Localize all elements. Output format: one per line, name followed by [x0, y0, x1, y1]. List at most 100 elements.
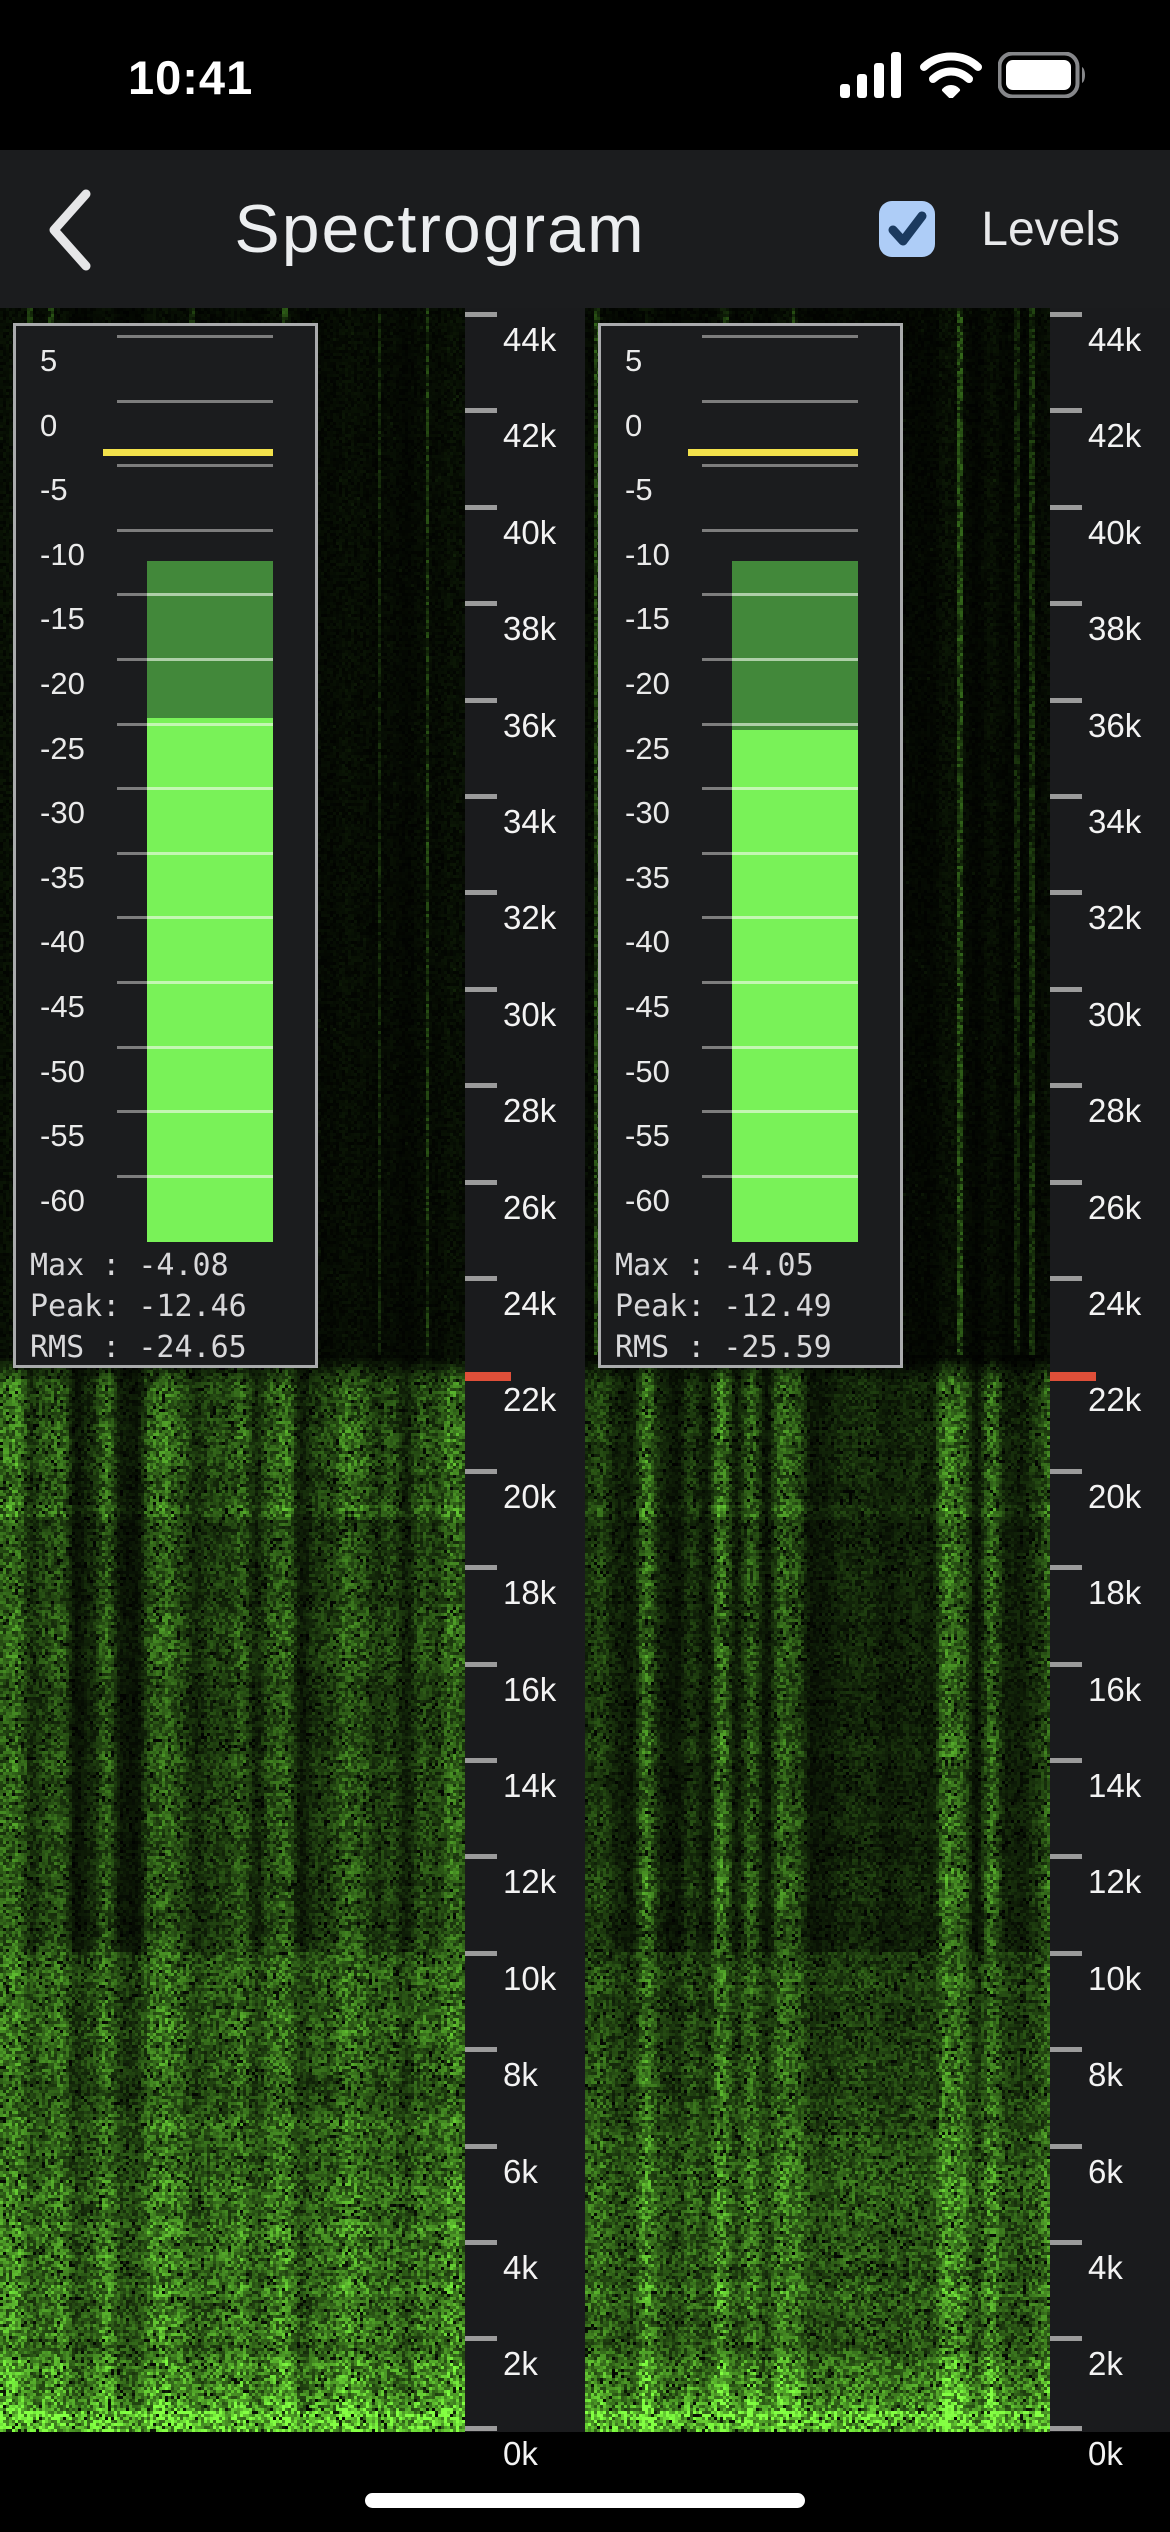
freq-label: 0k — [1088, 2435, 1123, 2472]
freq-tick — [465, 1565, 497, 1571]
freq-tick — [465, 1854, 497, 1860]
freq-label: 32k — [1088, 899, 1142, 937]
freq-label: 22k — [503, 1381, 557, 1419]
db-scale-label: -35 — [625, 859, 670, 895]
freq-tick — [465, 601, 497, 607]
meter-bar-rms-zone — [732, 730, 858, 1242]
freq-label: 38k — [1088, 610, 1142, 648]
meter-stat-max: Max : -4.08 — [30, 1248, 229, 1283]
freq-label: 32k — [503, 899, 557, 937]
db-scale-label: -60 — [625, 1182, 670, 1218]
freq-label: 2k — [503, 2345, 538, 2383]
db-grid-line — [702, 399, 858, 403]
freq-label: 24k — [1088, 1285, 1142, 1322]
freq-label: 42k — [503, 417, 557, 455]
levels-checkbox[interactable] — [879, 201, 936, 257]
freq-label: 20k — [503, 1477, 557, 1515]
freq-tick — [1050, 1950, 1082, 1956]
max-level-line — [688, 448, 858, 456]
levels-toggle[interactable]: Levels — [879, 150, 1120, 308]
meter-stat-max: Max : -4.05 — [615, 1248, 814, 1283]
freq-label: 16k — [503, 1670, 557, 1708]
db-scale-label: -50 — [40, 1053, 85, 1089]
freq-tick — [465, 504, 497, 510]
freq-label: 10k — [503, 1959, 557, 1997]
db-grid-line — [117, 335, 273, 338]
freq-label: 6k — [1088, 2152, 1123, 2190]
cellular-signal-icon — [840, 52, 901, 98]
db-scale-label: -55 — [40, 1118, 85, 1154]
freq-tick — [1050, 697, 1082, 703]
freq-label: 28k — [1088, 1092, 1142, 1130]
freq-label: 26k — [1088, 1188, 1142, 1226]
level-meter-left: 5 0 -5 -10 -15 -20 -25 -30 -35 -40 -45 -50 -55 -60 Ma… — [13, 323, 318, 1368]
freq-label: 14k — [1088, 1767, 1142, 1804]
db-scale-label: -45 — [40, 989, 85, 1024]
freq-label: 18k — [1088, 1574, 1142, 1612]
db-grid-line-overlay — [732, 787, 858, 791]
freq-label: 22k — [1088, 1381, 1142, 1419]
db-scale-label: -35 — [40, 859, 85, 895]
freq-label: 8k — [1088, 2056, 1123, 2094]
status-bar: 10:41 — [0, 0, 1170, 150]
freq-tick — [465, 794, 497, 799]
db-grid-line-overlay — [732, 916, 858, 920]
db-scale-label: -10 — [625, 536, 670, 572]
db-scale-label: 5 — [625, 343, 643, 378]
meter-stat-peak: Peak: -12.49 — [615, 1289, 832, 1324]
levels-toggle-label: Levels — [981, 202, 1120, 256]
db-scale-label: -50 — [625, 1053, 670, 1089]
freq-tick — [1050, 1758, 1082, 1763]
freq-tick — [465, 2336, 497, 2342]
meter-bar-peak-zone — [147, 560, 273, 719]
freq-tick — [1050, 1468, 1082, 1474]
back-button[interactable] — [46, 188, 94, 272]
page-title: Spectrogram — [234, 191, 646, 267]
freq-tick — [1050, 1276, 1082, 1281]
freq-tick — [1050, 1661, 1082, 1667]
status-icons — [840, 52, 1088, 98]
db-grid-line-overlay — [147, 722, 273, 726]
db-scale-label: -40 — [40, 924, 85, 960]
db-scale-label: -10 — [40, 536, 85, 572]
freq-tick — [465, 312, 497, 317]
freq-label: 24k — [503, 1285, 557, 1322]
db-grid-line-overlay — [147, 787, 273, 791]
db-grid-line — [117, 464, 273, 468]
freq-tick — [1050, 2047, 1082, 2053]
db-scale-label: -25 — [40, 730, 85, 766]
freq-tick — [465, 1276, 497, 1281]
freq-label: 44k — [1088, 321, 1142, 358]
meter-stat-peak: Peak: -12.46 — [30, 1289, 247, 1324]
db-grid-line — [702, 464, 858, 468]
freq-tick — [1050, 601, 1082, 607]
freq-tick — [1050, 1083, 1082, 1089]
freq-label: 30k — [1088, 995, 1142, 1033]
db-scale-label: -20 — [625, 666, 670, 701]
freq-tick — [465, 2240, 497, 2245]
freq-label: 38k — [503, 610, 557, 648]
wifi-icon — [920, 52, 982, 98]
db-grid-line-overlay — [147, 916, 273, 920]
freq-tick — [1050, 2143, 1082, 2149]
freq-tick — [465, 1468, 497, 1474]
home-indicator[interactable] — [365, 2493, 805, 2508]
freq-tick — [465, 2143, 497, 2149]
db-grid-line-overlay — [147, 658, 273, 661]
freq-label: 36k — [1088, 706, 1142, 744]
freq-tick — [465, 986, 497, 992]
freq-tick — [465, 408, 497, 414]
meter-bar-rms-zone — [147, 718, 273, 1242]
freq-label: 26k — [503, 1188, 557, 1226]
db-grid-line-overlay — [732, 722, 858, 726]
checkmark-icon — [888, 211, 927, 246]
freq-label: 42k — [1088, 417, 1142, 455]
db-grid-line-overlay — [147, 593, 273, 597]
freq-tick — [465, 890, 497, 896]
freq-tick — [465, 2426, 497, 2431]
freq-tick — [465, 1661, 497, 1667]
freq-label: 0k — [503, 2435, 538, 2472]
db-grid-line-overlay — [147, 1174, 273, 1178]
db-grid-line-overlay — [147, 981, 273, 984]
freq-tick — [1050, 1565, 1082, 1571]
